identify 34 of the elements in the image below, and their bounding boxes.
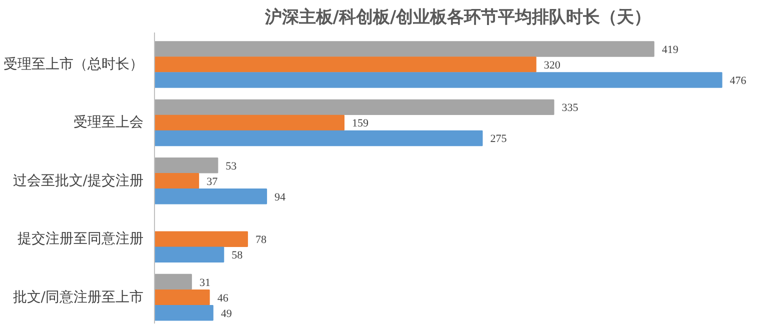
data-label: 320 [544, 60, 561, 72]
bar [154, 246, 224, 262]
data-label: 275 [490, 133, 508, 146]
bar [154, 56, 536, 72]
data-label: 53 [226, 160, 238, 172]
bar [154, 130, 483, 146]
data-label: 335 [562, 102, 579, 114]
data-label: 37 [206, 176, 218, 188]
bar [154, 231, 248, 247]
y-tick-label: 批文/同意注册至上市 [12, 289, 144, 306]
data-label: 476 [730, 75, 747, 88]
data-label: 49 [220, 308, 232, 320]
y-tick-label: 过会至批文/提交注册 [12, 172, 144, 189]
bar [154, 173, 200, 189]
bar [154, 72, 722, 88]
y-tick-label: 受理至上会 [74, 114, 144, 131]
data-label: 159 [352, 118, 369, 130]
bar [154, 274, 192, 290]
data-label: 419 [662, 44, 679, 56]
bar [154, 114, 344, 131]
bar [154, 41, 654, 57]
data-label: 78 [255, 234, 267, 246]
data-label: 31 [199, 276, 210, 289]
bar [154, 289, 210, 306]
y-tick-label: 受理至上市（总时长） [4, 56, 144, 73]
bar [154, 304, 214, 321]
bar [154, 158, 218, 174]
chart-title: 沪深主板/科创板/创业板各环节平均排队时长（天） [264, 8, 652, 28]
data-label: 94 [274, 191, 286, 204]
bar [154, 188, 268, 204]
data-label: 46 [217, 292, 229, 304]
bar [154, 99, 554, 116]
data-label: 58 [232, 250, 244, 262]
y-tick-label: 提交注册至同意注册 [18, 231, 144, 248]
